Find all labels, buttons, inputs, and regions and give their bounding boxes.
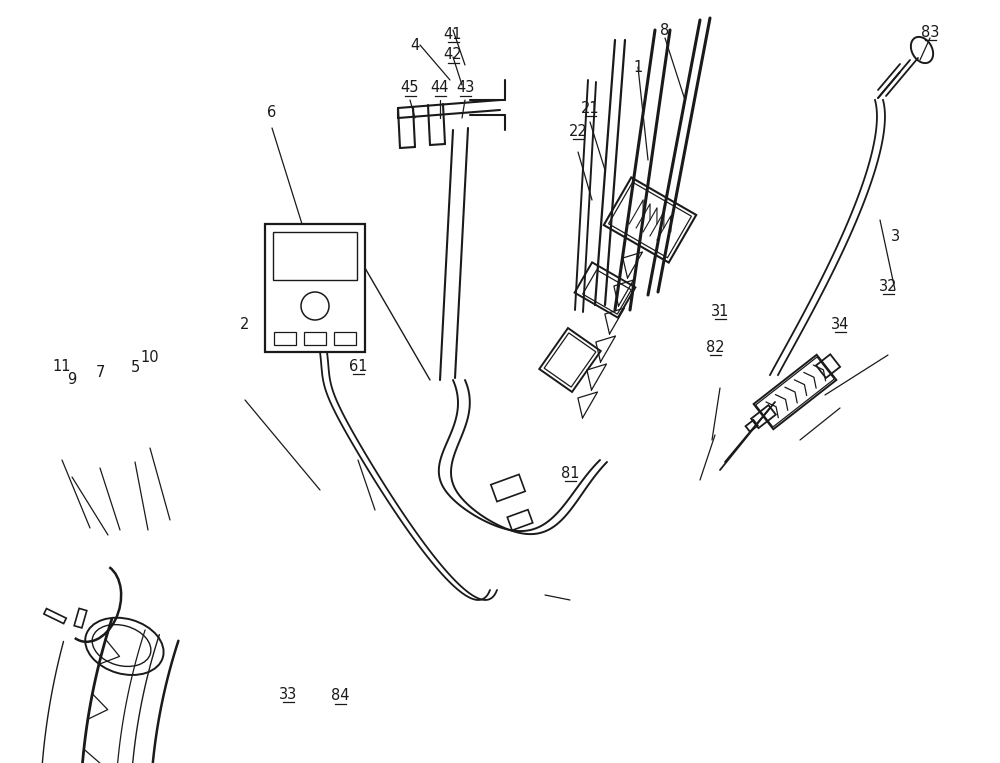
Text: 61: 61 <box>349 359 367 374</box>
Text: 81: 81 <box>561 465 579 481</box>
Polygon shape <box>334 332 356 345</box>
Text: 2: 2 <box>240 317 250 332</box>
Text: 43: 43 <box>456 80 474 95</box>
Text: 10: 10 <box>141 349 159 365</box>
Text: 5: 5 <box>130 360 140 375</box>
Text: 45: 45 <box>401 80 419 95</box>
Text: 22: 22 <box>569 124 587 139</box>
Circle shape <box>301 292 329 320</box>
Polygon shape <box>265 224 365 352</box>
Text: 9: 9 <box>67 372 77 387</box>
Text: 7: 7 <box>95 365 105 380</box>
Text: 44: 44 <box>431 80 449 95</box>
Text: 34: 34 <box>831 317 849 332</box>
Text: 84: 84 <box>331 688 349 703</box>
Text: 42: 42 <box>444 47 462 63</box>
Polygon shape <box>304 332 326 345</box>
Text: 8: 8 <box>660 23 670 38</box>
Text: 21: 21 <box>581 101 599 116</box>
Text: 6: 6 <box>267 105 277 121</box>
Text: 33: 33 <box>279 687 297 702</box>
Polygon shape <box>273 232 357 280</box>
Polygon shape <box>274 332 296 345</box>
Text: 4: 4 <box>410 38 420 53</box>
Text: 41: 41 <box>444 27 462 42</box>
Text: 3: 3 <box>890 229 900 244</box>
Text: 31: 31 <box>711 304 729 319</box>
Text: 32: 32 <box>879 278 897 294</box>
Text: 82: 82 <box>706 340 724 355</box>
Text: 11: 11 <box>53 359 71 374</box>
Text: 1: 1 <box>633 60 643 75</box>
Text: 83: 83 <box>921 24 939 40</box>
